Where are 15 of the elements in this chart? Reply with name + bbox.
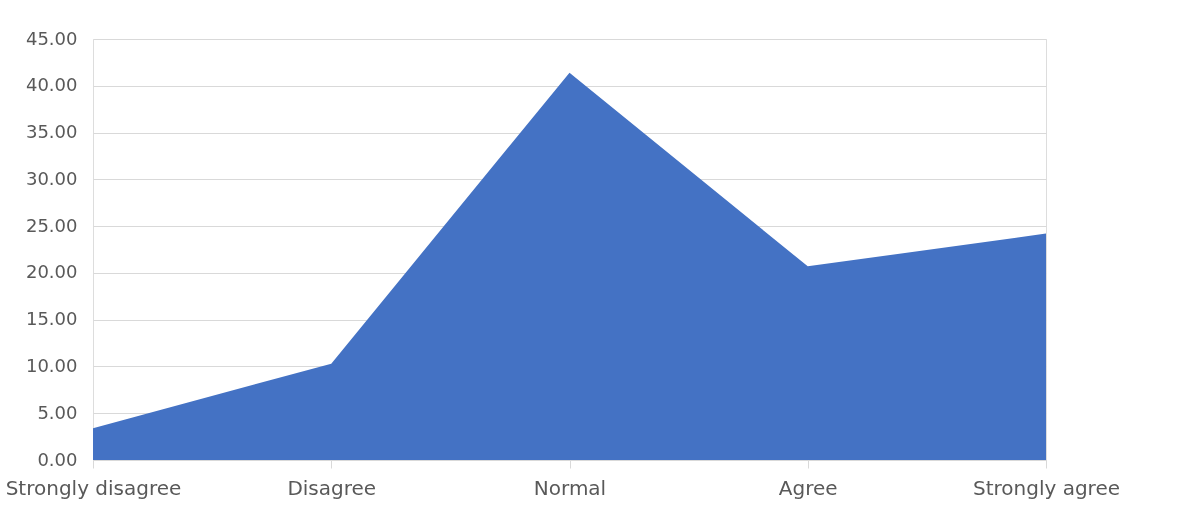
- x-tick-label: Agree: [778, 475, 838, 500]
- y-tick-label: 5.00: [37, 401, 78, 423]
- y-tick-label: 30.00: [25, 167, 78, 189]
- y-tick-label: 15.00: [25, 308, 78, 330]
- y-tick-label: 10.00: [25, 354, 78, 376]
- y-tick-label: 0.00: [37, 448, 78, 470]
- x-tick-label: Strongly disagree: [5, 475, 182, 500]
- y-tick-label: 40.00: [25, 74, 78, 96]
- x-tick-label: Strongly agree: [972, 475, 1121, 500]
- y-tick-label: 35.00: [25, 121, 78, 143]
- y-tick-label: 45.00: [25, 27, 78, 49]
- y-tick-label: 20.00: [25, 261, 78, 283]
- y-tick-label: 25.00: [25, 214, 78, 236]
- x-tick-label: Disagree: [287, 475, 377, 500]
- x-tick-label: Normal: [533, 475, 607, 500]
